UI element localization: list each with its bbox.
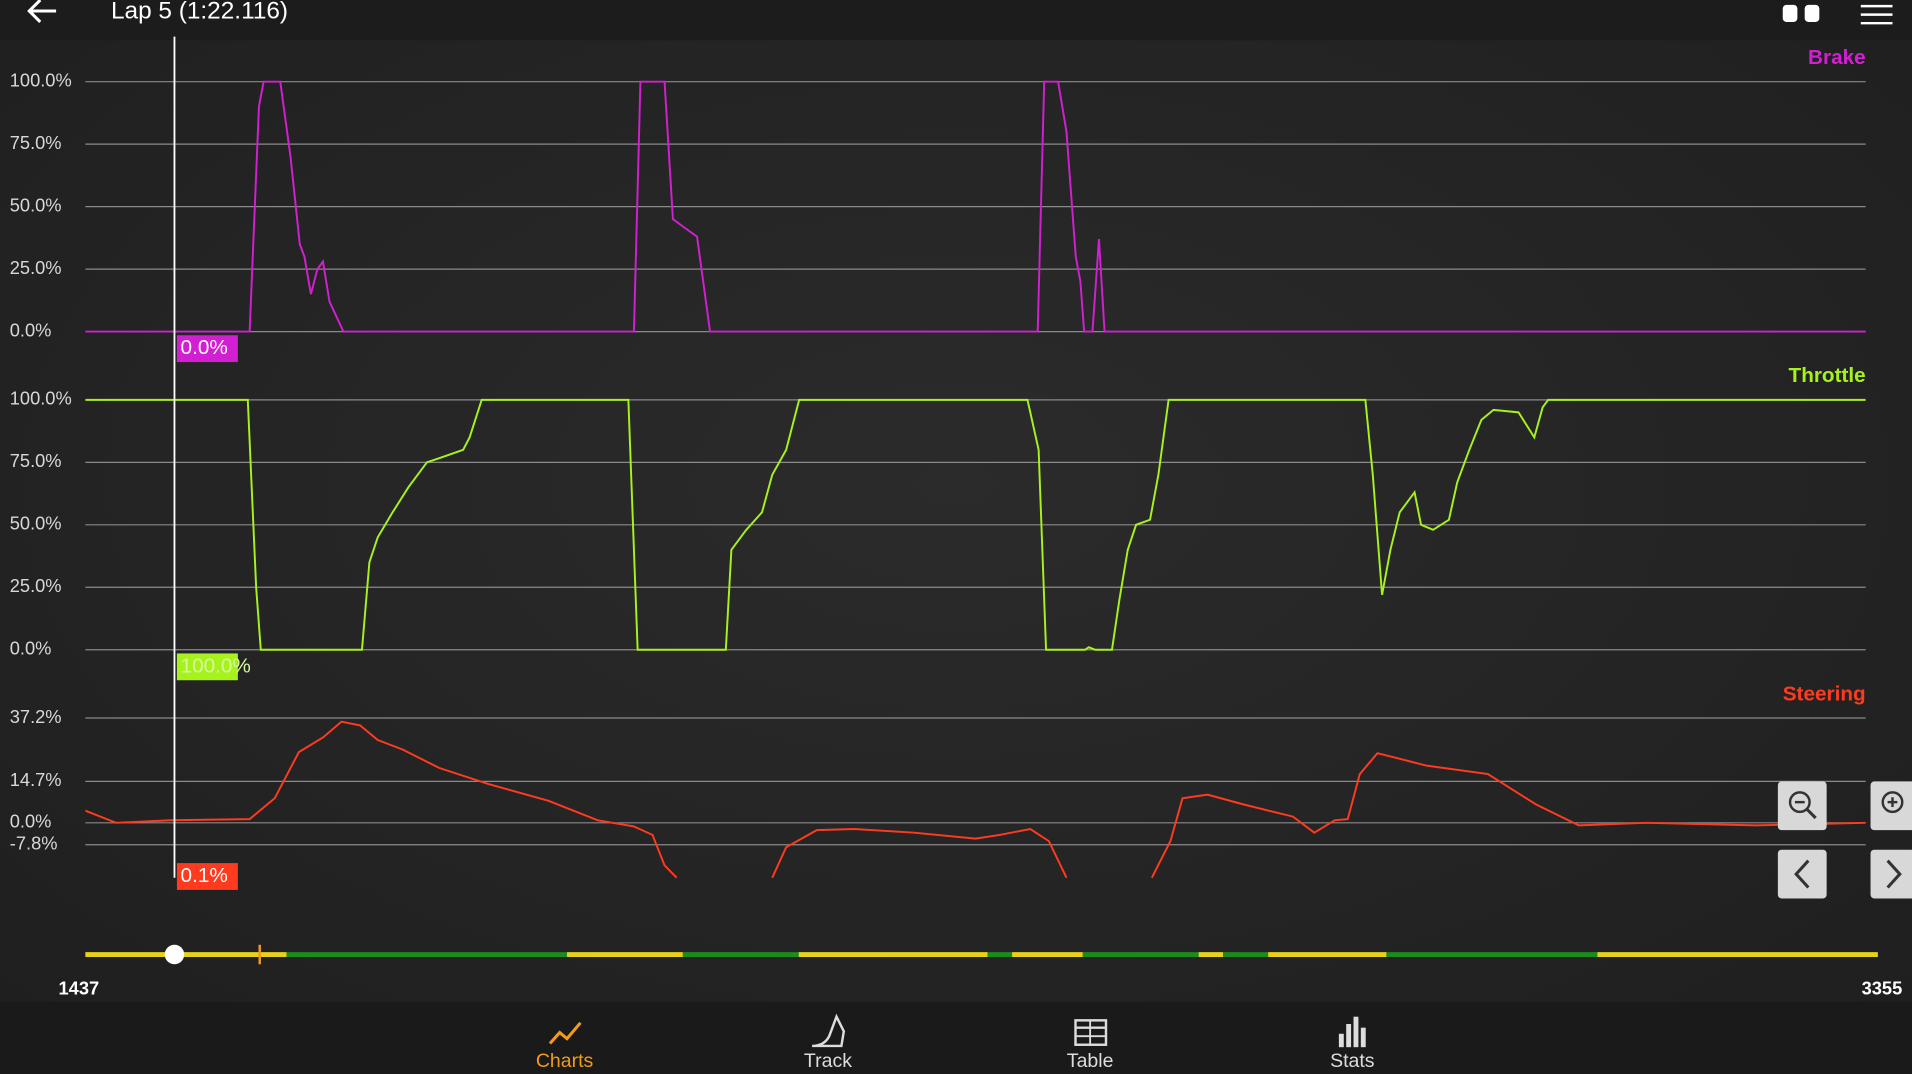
car-compare-button[interactable]: [1782, 4, 1820, 22]
y-tick-label: 75.0%: [10, 132, 62, 153]
nav-track[interactable]: Track: [804, 1013, 852, 1072]
scroll-right-button[interactable]: [1870, 849, 1912, 899]
zoom-out-button[interactable]: [1777, 781, 1827, 831]
cursor-label: 100.0%: [176, 653, 251, 681]
chart-title: Throttle: [1789, 364, 1866, 387]
range-start: 1437: [59, 978, 100, 999]
back-button[interactable]: [27, 0, 57, 24]
cursor-label: 0.1%: [176, 863, 238, 890]
range-end: 3355: [1862, 978, 1903, 999]
chart-panel: 0.0% 25.0% 50.0% 75.0% 100.0% Brake 0.0%: [10, 46, 1866, 363]
y-tick-label: 50.0%: [10, 194, 62, 215]
cursor-label-box: [176, 335, 238, 363]
y-tick-label: 0.0%: [10, 638, 52, 659]
y-tick-label: 25.0%: [10, 575, 62, 596]
lap-progress-bar[interactable]: [85, 944, 1878, 965]
y-tick-label: 0.0%: [10, 319, 52, 340]
cursor-label-box: [176, 863, 238, 890]
nav-stats[interactable]: Stats: [1330, 1016, 1375, 1072]
cursor-value: 0.1%: [181, 864, 228, 887]
scroll-left-button[interactable]: [1777, 849, 1827, 899]
y-tick-label: 14.7%: [10, 769, 62, 790]
chart-panel: -7.8%0.0% 14.7% 37.2% Steering 0.1%: [10, 682, 1866, 890]
y-tick-label: 37.2%: [10, 706, 62, 727]
plots: 0.0% 25.0% 50.0% 75.0% 100.0% Brake 0.0% 0.0% 25…: [10, 36, 1866, 890]
nav-label: Table: [1067, 1050, 1114, 1072]
nav-label: Track: [804, 1050, 852, 1072]
zoom-in-button[interactable]: [1870, 781, 1912, 831]
y-tick-label: 75.0%: [10, 450, 62, 471]
lap-title: Lap 5 (1:22.116): [111, 0, 288, 25]
y-tick-label: 0.0%: [10, 811, 52, 832]
chart-title: Brake: [1808, 46, 1866, 69]
cursor-label-box: [176, 653, 238, 681]
cursor-thumb[interactable]: [164, 944, 185, 965]
y-tick-label: 100.0%: [10, 70, 72, 91]
bottom-nav: [0, 1002, 1912, 1074]
header-bar: [0, 0, 1912, 41]
cursor-value: 0.0%: [181, 336, 228, 359]
data-line: [85, 80, 1866, 333]
cursor-value: 100.0%: [181, 654, 251, 677]
chart-title: Steering: [1783, 682, 1866, 705]
data-line: [85, 720, 1866, 879]
nav-label: Stats: [1330, 1050, 1375, 1072]
cursor-label: 0.0%: [176, 335, 238, 363]
nav-charts[interactable]: Charts: [536, 1021, 594, 1072]
y-tick-label: 50.0%: [10, 513, 62, 534]
y-tick-label: -7.8%: [10, 833, 58, 854]
nav-label: Charts: [536, 1050, 594, 1072]
y-tick-label: 25.0%: [10, 257, 62, 278]
nav-table[interactable]: Table: [1067, 1019, 1114, 1072]
data-line: [85, 398, 1866, 651]
settings-button[interactable]: [1860, 4, 1893, 25]
chart-panel: 0.0% 25.0% 50.0% 75.0% 100.0% Throttle 100.0%: [10, 364, 1866, 681]
y-tick-label: 100.0%: [10, 388, 72, 409]
